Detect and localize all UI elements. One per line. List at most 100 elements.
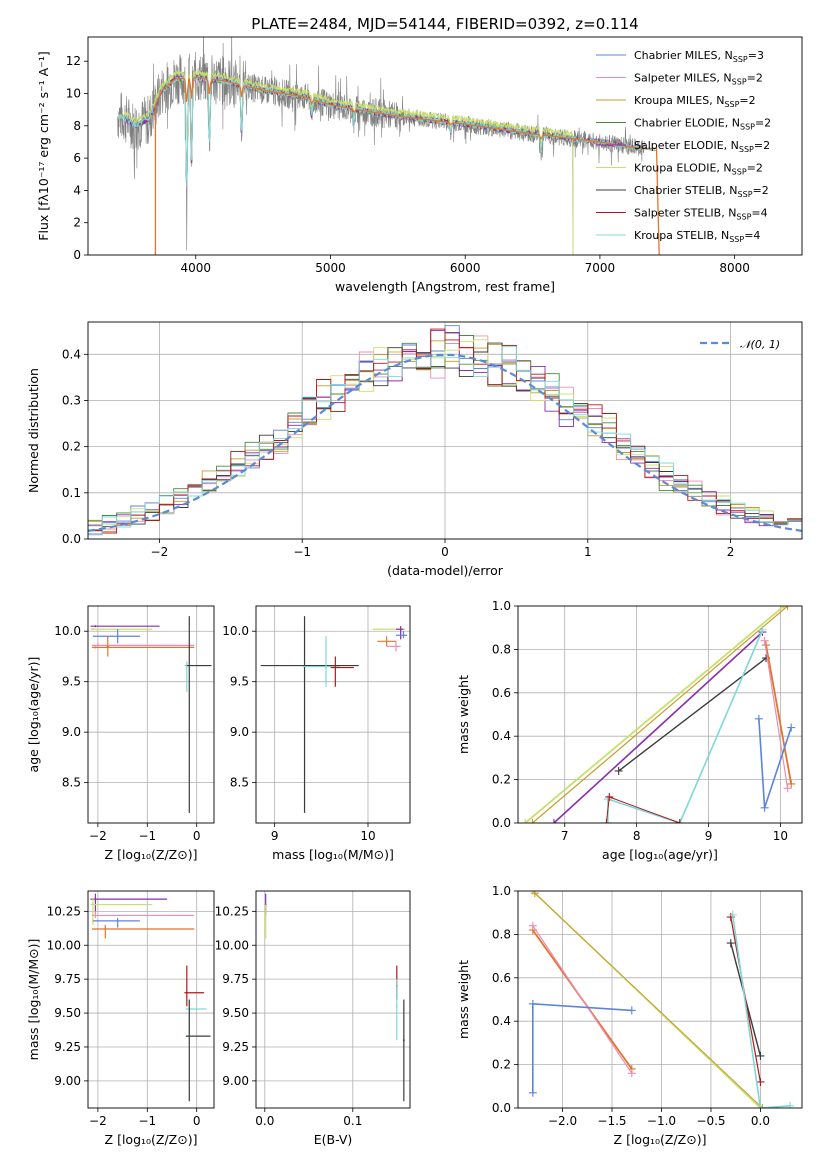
- series-marker: [754, 714, 763, 723]
- legend-label: Kroupa STELIB, NSSP=4: [634, 229, 760, 244]
- legend-entry: Kroupa MILES, NSSP=2: [596, 94, 756, 109]
- x-tick-label: 10: [773, 829, 788, 843]
- y-tick-label: 4: [73, 183, 81, 197]
- y-tick-label: 8: [73, 119, 81, 133]
- y-tick-label: 0.4: [62, 347, 81, 361]
- legend-entry: Salpeter MILES, NSSP=2: [596, 72, 763, 87]
- series-line: [758, 718, 792, 809]
- legend-sub: SSP: [740, 123, 755, 132]
- x-tick-label: 7000: [585, 261, 616, 275]
- y-tick-label: 0.2: [492, 773, 511, 787]
- series-line: [532, 925, 633, 1074]
- series-marker: [627, 1006, 636, 1015]
- x-tick-label: 2: [727, 545, 735, 559]
- error-point: [91, 924, 195, 939]
- legend-text: Chabrier STELIB, N: [634, 184, 738, 197]
- legend-suffix: =4: [744, 229, 760, 242]
- x-tick-label: −2.0: [548, 1114, 577, 1128]
- series-line: [532, 606, 788, 823]
- error-point: [395, 979, 398, 1041]
- y-tick-label: 10.00: [47, 938, 81, 952]
- weight-series: [549, 628, 767, 823]
- x-tick-label: 7: [561, 829, 569, 843]
- series-marker: [786, 1101, 795, 1108]
- y-tick-label: 0.3: [62, 393, 81, 407]
- spectrum-model: [124, 69, 574, 255]
- series-marker: [728, 910, 737, 919]
- series-marker: [521, 819, 530, 823]
- y-tick-label: 9.50: [222, 1006, 249, 1020]
- error-point: [260, 616, 359, 813]
- y-axis-label: Normed distribution: [26, 368, 41, 493]
- legend-text: Kroupa MILES, N: [634, 94, 724, 107]
- legend-suffix: =2: [747, 162, 763, 175]
- legend-suffix: =2: [747, 72, 763, 85]
- legend-label: Kroupa MILES, NSSP=2: [634, 94, 756, 109]
- axes-frame: [517, 605, 803, 824]
- series-line: [764, 640, 789, 789]
- legend-entry: Kroupa STELIB, NSSP=4: [596, 229, 760, 244]
- series-marker: [726, 939, 735, 948]
- weight-series: [530, 891, 767, 1108]
- legend-text: Chabrier MILES, N: [634, 49, 733, 62]
- x-axis-label: (data-model)/error: [387, 563, 504, 578]
- series-marker: [605, 792, 614, 801]
- error-point: [396, 626, 404, 640]
- series-marker: [602, 819, 611, 823]
- legend-text: Chabrier ELODIE, N: [634, 117, 740, 130]
- x-axis-label: E(B-V): [314, 1132, 353, 1147]
- error-point: [91, 911, 195, 919]
- axes-frame: [255, 890, 411, 1109]
- x-tick-label: 6000: [450, 261, 481, 275]
- axes-frame: [255, 605, 411, 824]
- x-tick-label: −1: [138, 1114, 156, 1128]
- series-marker: [760, 803, 769, 812]
- legend-suffix: =2: [755, 117, 771, 130]
- panel-residuals: −2 −1 0 1 2 0.0 0.1 0.2 0.3 0.4 (data-model)/error…: [26, 321, 803, 578]
- panel-mass-vs-Z: −2 −1 0 9.00 9.25 9.50 9.75 10.00 10.25 Z [log₁₀(…: [26, 890, 215, 1147]
- y-tick-label: 10.0: [54, 624, 81, 638]
- error-point: [185, 999, 211, 1102]
- y-tick-label: 0.2: [492, 1058, 511, 1072]
- y-tick-label: 1.0: [492, 884, 511, 898]
- y-tick-label: 0.8: [492, 927, 511, 941]
- legend-sub: SSP: [732, 168, 747, 177]
- x-tick-label: −2: [89, 829, 107, 843]
- plot-area: [518, 891, 802, 1108]
- x-tick-label: −2: [89, 1114, 107, 1128]
- y-tick-label: 0.6: [492, 686, 511, 700]
- x-tick-label: −1.5: [597, 1114, 626, 1128]
- error-point: [90, 893, 168, 912]
- histogram-series: [88, 346, 802, 536]
- series-marker: [787, 779, 796, 788]
- legend-sub: SSP: [733, 55, 748, 64]
- y-tick-label: 10.25: [47, 904, 81, 918]
- y-axis-label: mass weight: [456, 675, 471, 754]
- weight-series: [754, 714, 796, 812]
- y-tick-label: 9.0: [62, 725, 81, 739]
- y-tick-label: 9.0: [230, 725, 249, 739]
- series-marker: [528, 921, 537, 930]
- series-marker: [675, 819, 684, 823]
- legend-label: Chabrier ELODIE, NSSP=2: [634, 117, 771, 132]
- legend-suffix: =3: [748, 49, 764, 62]
- histogram-series: [88, 339, 802, 527]
- x-tick-label: −1: [293, 545, 311, 559]
- series-marker: [758, 625, 767, 634]
- error-point: [302, 636, 340, 687]
- y-tick-label: 10.0: [222, 624, 249, 638]
- legend-entry: Chabrier ELODIE, NSSP=2: [596, 117, 771, 132]
- x-axis-label: age [log₁₀(age/yr)]: [602, 847, 718, 862]
- spectrum-model: [118, 75, 657, 185]
- axes-frame: [87, 605, 215, 824]
- series-line: [607, 629, 764, 823]
- plot-area: [256, 891, 410, 1108]
- weight-series: [521, 606, 789, 823]
- error-point: [90, 628, 153, 631]
- y-tick-label: 2: [73, 216, 81, 230]
- legend-text: Kroupa STELIB, N: [634, 229, 729, 242]
- error-point: [91, 643, 195, 647]
- panel-mass-vs-ebv: 0.0 0.1 9.00 9.25 9.50 9.75 10.00 10.25 E(B-V): [215, 890, 411, 1147]
- y-tick-label: 9.00: [222, 1074, 249, 1088]
